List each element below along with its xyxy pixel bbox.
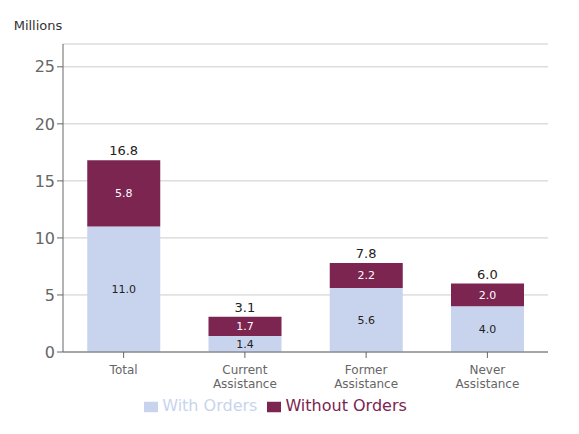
svg-text:25: 25	[35, 57, 55, 76]
svg-text:5.6: 5.6	[358, 314, 376, 327]
svg-text:5: 5	[45, 286, 55, 305]
svg-text:0: 0	[45, 343, 55, 362]
svg-text:15: 15	[35, 172, 55, 191]
html-text:With Orders: With Orders	[162, 396, 258, 415]
svg-text:6.0: 6.0	[477, 267, 498, 282]
svg-text:11.0: 11.0	[112, 283, 137, 296]
svg-text:4.0: 4.0	[479, 323, 497, 336]
svg-text:FormerAssistance: FormerAssistance	[334, 363, 398, 391]
svg-text:7.8: 7.8	[356, 246, 377, 261]
svg-text:5.8: 5.8	[115, 187, 133, 200]
svg-text:16.8: 16.8	[109, 143, 138, 158]
svg-text:1.4: 1.4	[236, 338, 254, 351]
svg-text:CurrentAssistance: CurrentAssistance	[213, 363, 277, 391]
html-text:Without Orders: Without Orders	[285, 396, 407, 415]
svg-text:Millions: Millions	[14, 18, 63, 33]
svg-text:20: 20	[35, 115, 55, 134]
svg-text:1.7: 1.7	[236, 320, 254, 333]
svg-text:3.1: 3.1	[235, 300, 256, 315]
svg-text:NeverAssistance: NeverAssistance	[455, 363, 519, 391]
svg-text:Total: Total	[109, 363, 138, 377]
svg-text:2.2: 2.2	[358, 269, 376, 282]
svg-text:2.0: 2.0	[479, 289, 497, 302]
svg-text:10: 10	[35, 229, 55, 248]
